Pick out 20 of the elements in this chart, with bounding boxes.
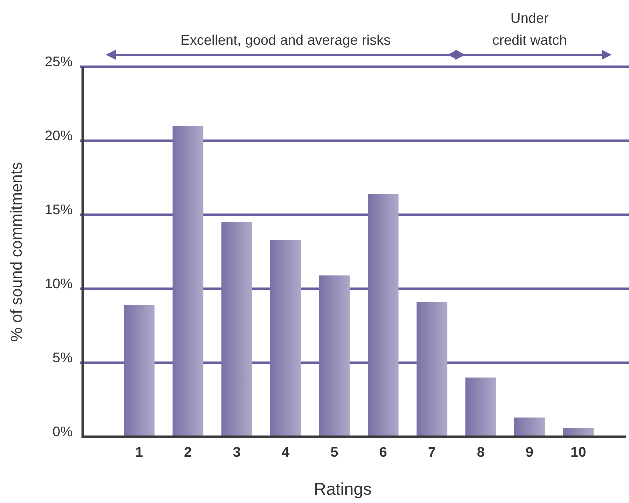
y-tick-label: 25%: [44, 54, 73, 70]
y-tick-label: 5%: [52, 350, 73, 366]
x-tick-label: 2: [184, 444, 192, 460]
x-tick-label: 5: [330, 444, 339, 460]
x-tick-label: 7: [428, 444, 436, 460]
text: Excellent, good and average risks: [180, 32, 391, 48]
x-axis-title: Ratings: [314, 480, 372, 499]
x-tick-label: 1: [136, 444, 144, 460]
x-tick-label: 4: [282, 444, 290, 460]
x-tick-label: 8: [477, 444, 486, 460]
x-tick-label: 10: [570, 444, 587, 460]
y-tick-label: 20%: [44, 128, 73, 144]
y-tick-label: 10%: [44, 276, 73, 292]
x-tick-label: 6: [380, 444, 388, 460]
x-tick-label: 3: [233, 444, 242, 460]
y-tick-label: 15%: [44, 202, 73, 218]
x-tick-label: 9: [526, 444, 534, 460]
text: Under credit watch: [492, 10, 568, 48]
y-axis-title: % of sound commitments: [9, 162, 26, 342]
y-tick-label: 0%: [52, 424, 73, 440]
